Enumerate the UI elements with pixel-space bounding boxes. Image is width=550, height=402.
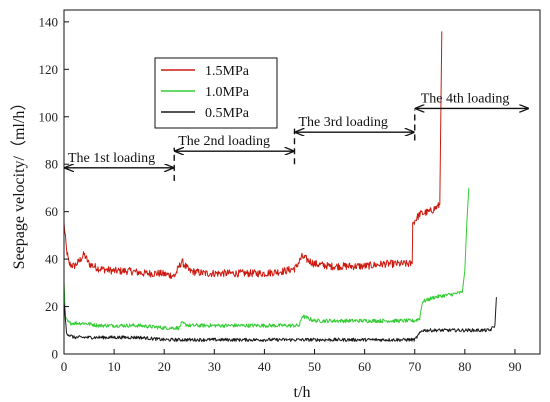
stage-label-4: The 4th loading [421, 91, 510, 106]
legend-label-1.5MPa: 1.5MPa [205, 64, 250, 79]
stage-label-2: The 2nd loading [178, 134, 270, 149]
x-tick-label-90: 90 [508, 359, 521, 374]
plot-frame [63, 9, 541, 355]
x-tick-label-20: 20 [158, 359, 171, 374]
series-line-0.5MPa [63, 297, 497, 342]
x-tick-label-70: 70 [408, 359, 421, 374]
y-tick-label-140: 140 [39, 14, 59, 29]
x-tick-label-10: 10 [108, 359, 121, 374]
x-tick-label-0: 0 [61, 359, 68, 374]
x-tick-label-30: 30 [208, 359, 221, 374]
series-line-1.5MPa [63, 31, 443, 280]
legend-label-0.5MPa: 0.5MPa [205, 106, 250, 121]
y-tick-label-20: 20 [45, 299, 58, 314]
series-0.5MPa [63, 297, 497, 342]
stage-label-3: The 3rd loading [298, 115, 387, 130]
axes: 0 10 20 30 40 50 60 70 80 90 0 20 40 60 80 100 120 140 [39, 9, 541, 374]
y-tick-label-40: 40 [45, 252, 58, 267]
y-tick-label-100: 100 [39, 109, 59, 124]
legend: 1.5MPa 1.0MPa 0.5MPa [154, 57, 278, 129]
y-tick-label-120: 120 [39, 62, 59, 77]
y-tick-label-80: 80 [45, 157, 58, 172]
x-tick-label-40: 40 [258, 359, 271, 374]
series-line-1.0MPa [63, 187, 470, 331]
series-layer [63, 31, 497, 342]
x-tick-label-50: 50 [308, 359, 321, 374]
y-axis-label: Seepage velocity/（ml/h） [10, 95, 28, 270]
y-tick-label-0: 0 [52, 347, 59, 362]
stage-annotations: The 1st loading The 2nd loading The 3rd lo… [65, 91, 528, 181]
x-tick-label-60: 60 [358, 359, 371, 374]
series-1.0MPa [63, 187, 470, 331]
x-tick-label-80: 80 [458, 359, 471, 374]
series-1.5MPa [63, 31, 443, 280]
legend-label-1.0MPa: 1.0MPa [205, 85, 250, 100]
x-axis-label: t/h [294, 384, 311, 401]
y-tick-label-60: 60 [45, 204, 58, 219]
stage-label-1: The 1st loading [68, 151, 155, 166]
